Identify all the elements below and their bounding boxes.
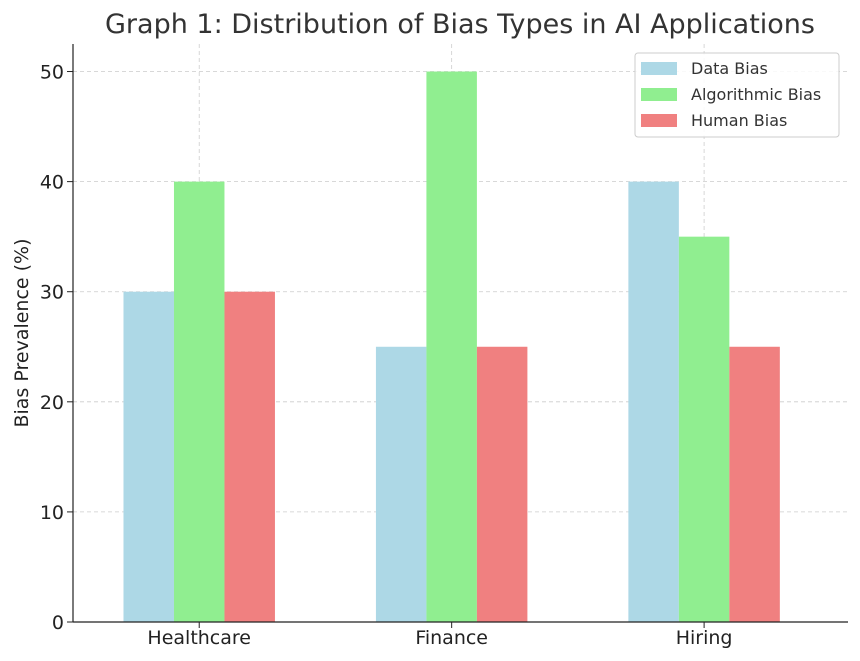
y-tick-label: 10 bbox=[40, 502, 64, 524]
bars-group bbox=[123, 71, 780, 623]
x-tick-label: Finance bbox=[415, 627, 488, 649]
x-tick-label: Healthcare bbox=[147, 627, 251, 649]
legend-swatch bbox=[641, 114, 677, 127]
y-tick-label: 30 bbox=[40, 282, 64, 304]
bar-algorithmic-bias-healthcare bbox=[173, 181, 225, 622]
legend-label: Data Bias bbox=[691, 59, 768, 78]
legend-swatch bbox=[641, 62, 677, 75]
axes bbox=[72, 44, 848, 623]
bar-algorithmic-bias-hiring bbox=[678, 236, 730, 622]
bar-human-bias-finance bbox=[476, 346, 528, 622]
x-axis-ticks: Healthcare Finance Hiring bbox=[147, 622, 732, 649]
bar-algorithmic-bias-finance bbox=[426, 71, 477, 623]
bar-data-bias-healthcare bbox=[123, 291, 174, 622]
y-tick-label: 0 bbox=[52, 612, 64, 634]
y-axis-ticks: 0 10 20 30 40 50 bbox=[40, 62, 73, 634]
x-tick-label: Hiring bbox=[676, 627, 733, 649]
y-tick-label: 20 bbox=[40, 392, 64, 414]
legend-label: Human Bias bbox=[691, 111, 787, 130]
y-tick-label: 40 bbox=[40, 172, 64, 194]
legend-label: Algorithmic Bias bbox=[691, 85, 821, 104]
bar-human-bias-healthcare bbox=[224, 291, 275, 622]
y-axis-label: Bias Prevalence (%) bbox=[11, 238, 33, 427]
legend: Data Bias Algorithmic Bias Human Bias bbox=[634, 52, 840, 138]
bar-data-bias-finance bbox=[375, 346, 427, 622]
bar-data-bias-hiring bbox=[628, 181, 679, 622]
legend-swatch bbox=[641, 88, 677, 101]
bar-human-bias-hiring bbox=[729, 346, 780, 622]
legend-box bbox=[634, 52, 840, 138]
chart-title: Graph 1: Distribution of Bias Types in A… bbox=[105, 9, 815, 40]
y-tick-label: 50 bbox=[40, 62, 64, 84]
